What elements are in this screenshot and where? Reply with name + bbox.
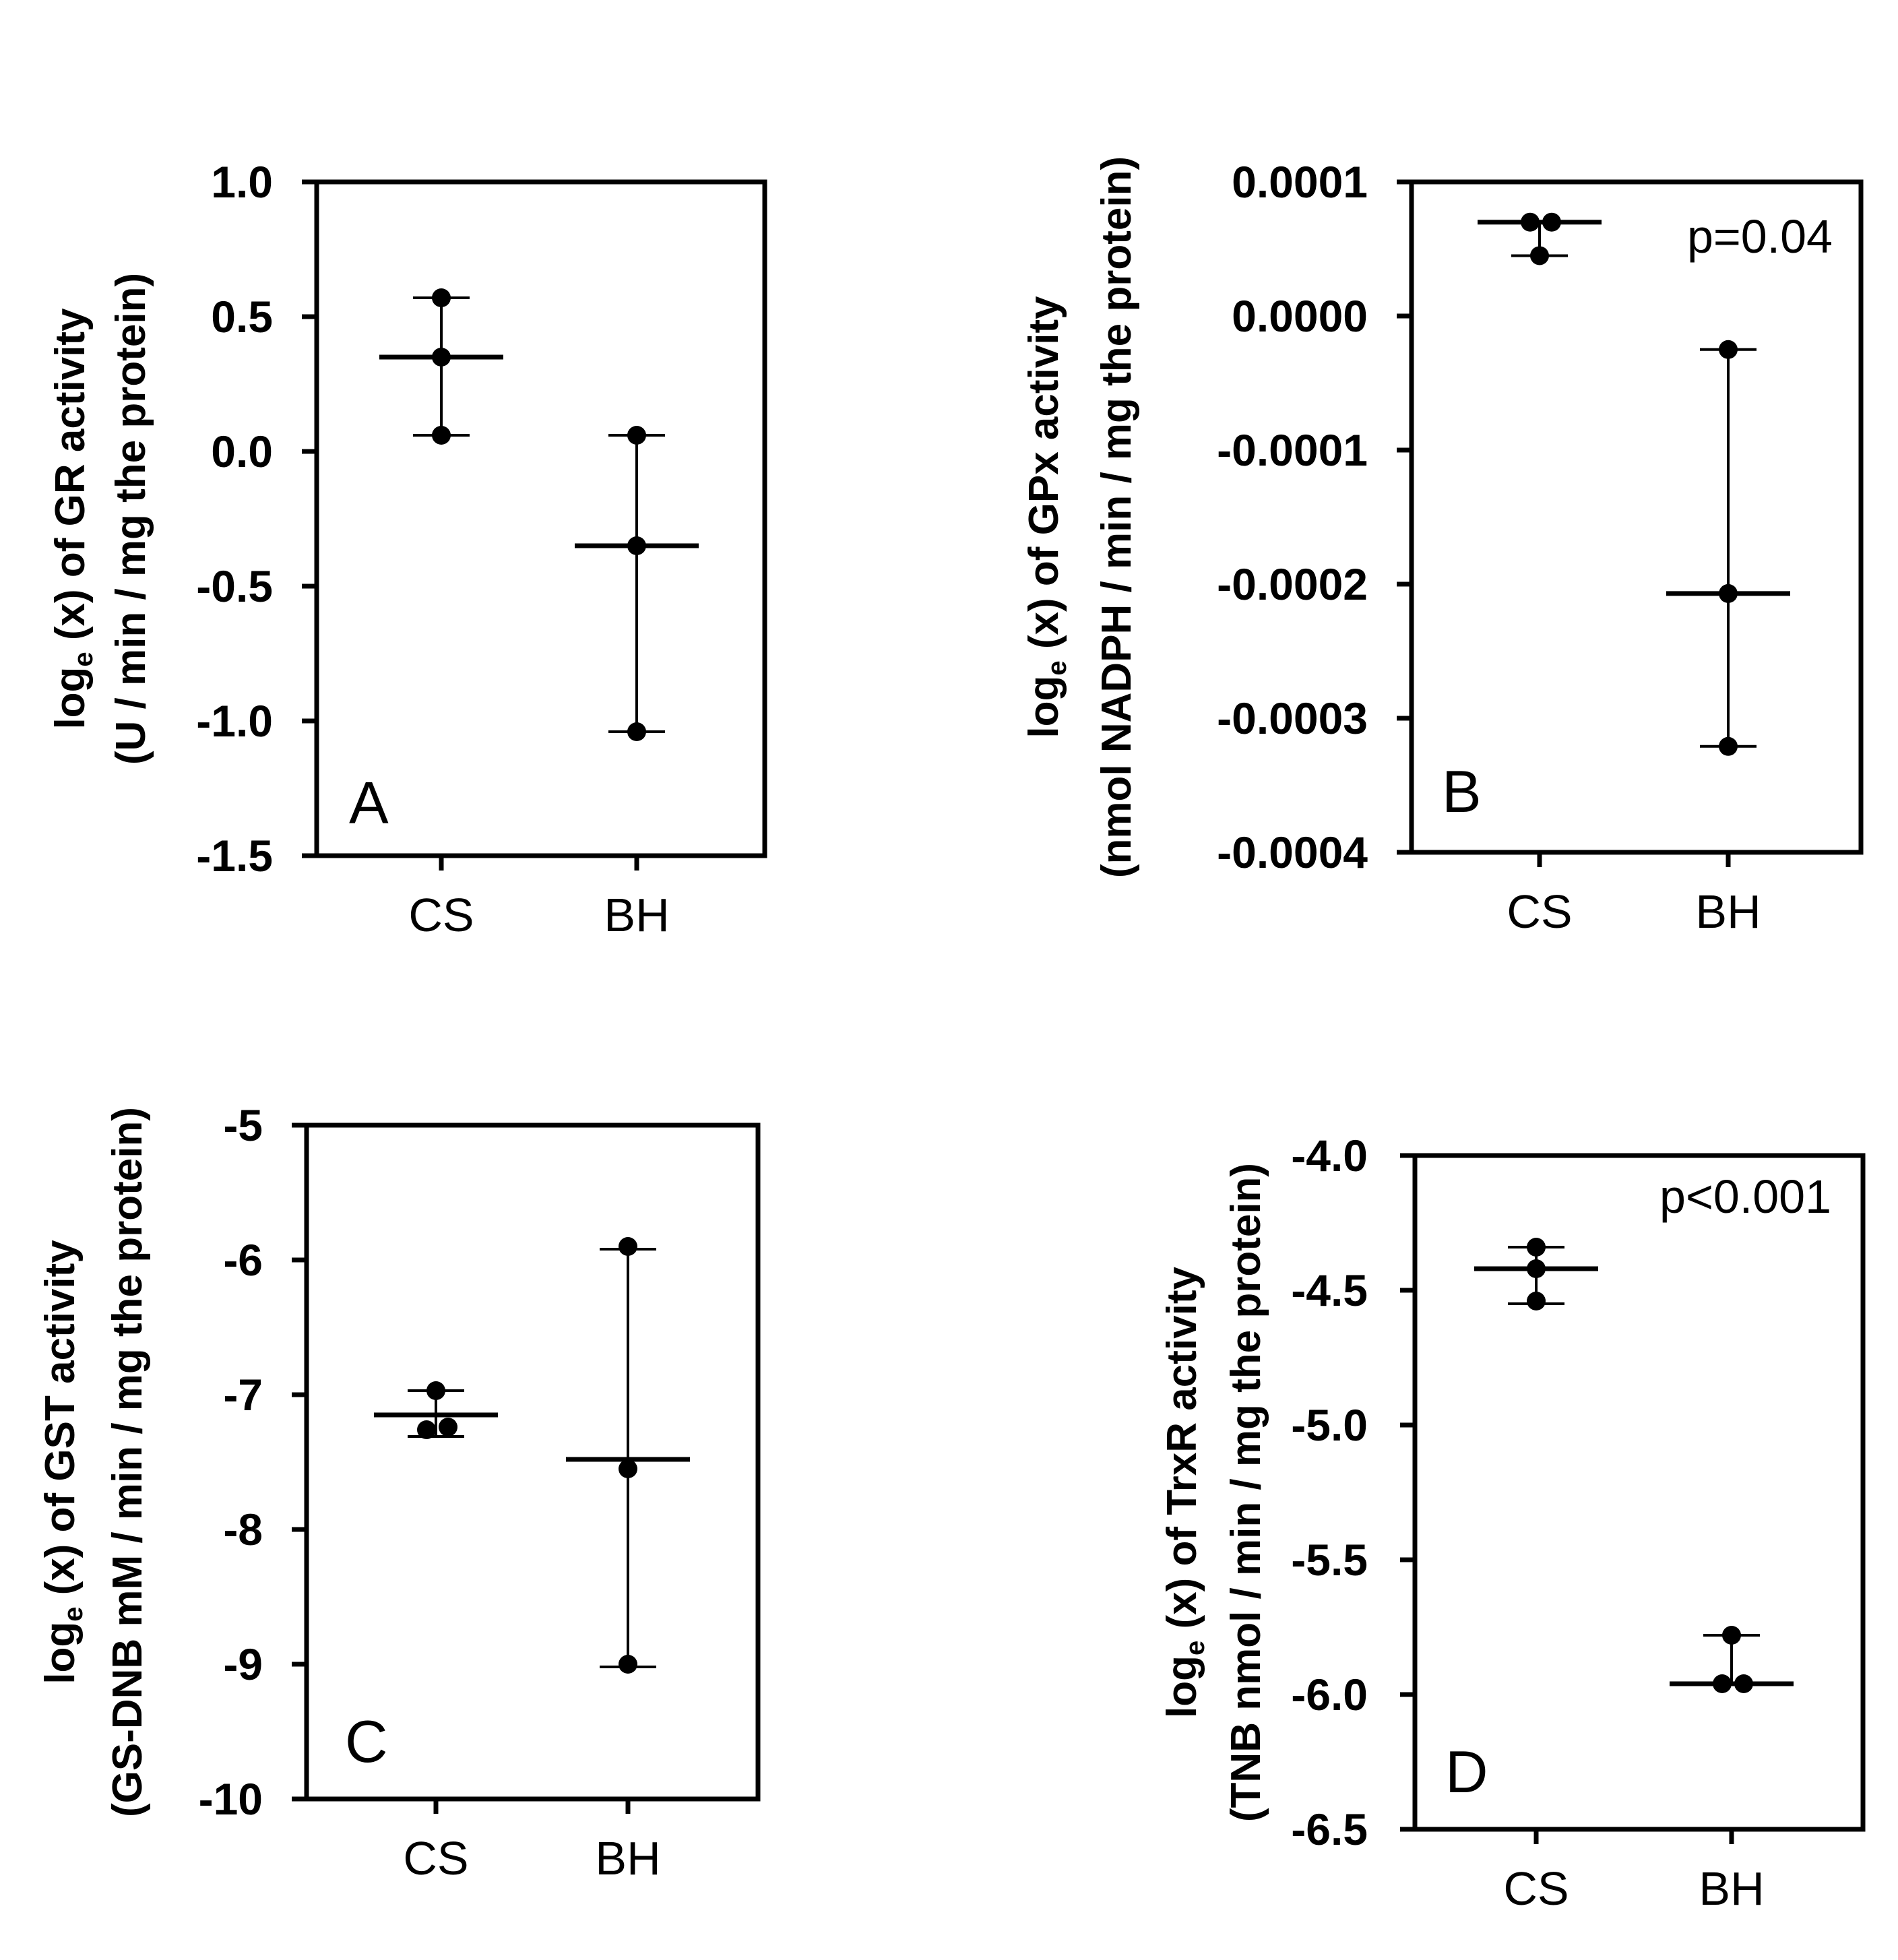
- y-axis-title-line1: loge (x) of TrxR activity: [1159, 1267, 1210, 1718]
- series-cs: [379, 288, 503, 445]
- data-point: [1521, 212, 1540, 232]
- y-axis-title-line2: (U / min / mg the protein): [108, 273, 154, 765]
- plot-frame: [1412, 1153, 1866, 1832]
- series-bh: [1666, 340, 1790, 756]
- y-axis-title-line1: loge (x) of GR activity: [47, 308, 98, 730]
- x-category-label: BH: [1699, 1862, 1764, 1915]
- panel-c: -5 -6 -7 -8 -9 -10 CS BH loge (x) of GST activit…: [37, 1100, 761, 1885]
- y-tick-label: -0.0001: [1217, 425, 1368, 475]
- y-tick-label: 0.5: [211, 292, 273, 342]
- data-point: [432, 288, 451, 307]
- data-point: [426, 1381, 445, 1400]
- plot-frame: [1409, 179, 1864, 855]
- series-cs: [374, 1381, 498, 1439]
- series-bh: [1670, 1626, 1794, 1693]
- series-bh: [566, 1237, 690, 1674]
- data-point: [619, 1459, 637, 1478]
- data-point: [627, 536, 646, 555]
- data-point: [1719, 583, 1738, 603]
- p-value-annotation: p=0.04: [1687, 210, 1833, 263]
- panel-letter: C: [345, 1708, 388, 1775]
- y-tick-label: 1.0: [211, 157, 273, 207]
- data-point: [1542, 212, 1561, 232]
- y-tick-label: -6: [223, 1235, 263, 1285]
- data-point: [1527, 1292, 1546, 1310]
- y-axis-title-line2: (GS-DNB mM / min / mg the protein): [104, 1107, 151, 1817]
- data-point: [1722, 1626, 1741, 1645]
- data-point: [1719, 340, 1738, 359]
- data-point: [1530, 246, 1549, 265]
- series-cs: [1478, 212, 1602, 265]
- y-tick-label: 0.0: [211, 426, 273, 476]
- x-category-label: BH: [595, 1832, 660, 1885]
- y-tick-label: -9: [223, 1639, 263, 1689]
- data-point: [432, 426, 451, 445]
- data-point: [417, 1420, 436, 1439]
- y-tick-label: -0.5: [196, 561, 273, 611]
- y-tick-label: -1.5: [196, 831, 273, 881]
- y-tick-label: -0.0002: [1217, 559, 1368, 609]
- y-axis-title-line2: (TNB nmol / min / mg the protein): [1223, 1163, 1269, 1822]
- panel-a: 1.0 0.5 0.0 -0.5 -1.0 -1.5 CS BH loge (x) of GR …: [47, 157, 767, 941]
- y-tick-label: -10: [199, 1774, 263, 1824]
- y-axis-title-line2: (nmol NADPH / min / mg the protein): [1094, 156, 1140, 878]
- x-category-label: CS: [1503, 1862, 1569, 1915]
- panel-d: -4.0 -4.5 -5.0 -5.5 -6.0 -6.5 CS BH loge (x) of …: [1159, 1131, 1866, 1915]
- data-point: [439, 1418, 457, 1436]
- data-point: [627, 722, 646, 741]
- y-tick-label: -4.5: [1291, 1265, 1368, 1315]
- data-point: [432, 348, 451, 367]
- y-tick-label: 0.0001: [1232, 157, 1368, 207]
- plot-frame: [314, 179, 767, 858]
- x-category-label: BH: [1695, 885, 1761, 938]
- y-tick-label: -4.0: [1291, 1131, 1368, 1180]
- panel-letter: D: [1445, 1738, 1488, 1805]
- series-cs: [1474, 1238, 1598, 1310]
- y-tick-label: -0.0003: [1217, 693, 1368, 743]
- data-point: [1527, 1259, 1546, 1278]
- plot-frame: [304, 1123, 761, 1802]
- y-tick-label: -8: [223, 1505, 263, 1554]
- data-point: [619, 1237, 637, 1256]
- y-tick-label: -7: [223, 1370, 263, 1420]
- x-category-label: CS: [1507, 885, 1572, 938]
- series-bh: [575, 426, 699, 741]
- panel-b: 0.0001 0.0000 -0.0001 -0.0002 -0.0003 -0.0004…: [1021, 156, 1864, 938]
- y-tick-label: -6.0: [1291, 1670, 1368, 1719]
- panel-letter: A: [349, 769, 389, 836]
- y-axis-title-line1: loge (x) of GPx activity: [1021, 296, 1072, 738]
- x-category-label: BH: [604, 889, 669, 941]
- data-point: [619, 1655, 637, 1674]
- y-tick-label: -6.5: [1291, 1804, 1368, 1854]
- y-tick-label: -5.0: [1291, 1400, 1368, 1450]
- data-point: [1527, 1238, 1546, 1257]
- x-category-label: CS: [408, 889, 474, 941]
- data-point: [1719, 736, 1738, 756]
- x-category-label: CS: [403, 1832, 468, 1885]
- y-tick-label: 0.0000: [1232, 291, 1368, 341]
- y-tick-label: -5.5: [1291, 1535, 1368, 1585]
- data-point: [1734, 1674, 1753, 1693]
- p-value-annotation: p<0.001: [1659, 1170, 1831, 1223]
- data-point: [627, 426, 646, 445]
- data-point: [1713, 1674, 1732, 1693]
- y-tick-label: -1.0: [196, 696, 273, 746]
- panel-letter: B: [1442, 758, 1482, 825]
- y-tick-label: -0.0004: [1217, 827, 1368, 877]
- y-axis-title-line1: loge (x) of GST activity: [37, 1240, 88, 1684]
- y-tick-label: -5: [223, 1100, 263, 1150]
